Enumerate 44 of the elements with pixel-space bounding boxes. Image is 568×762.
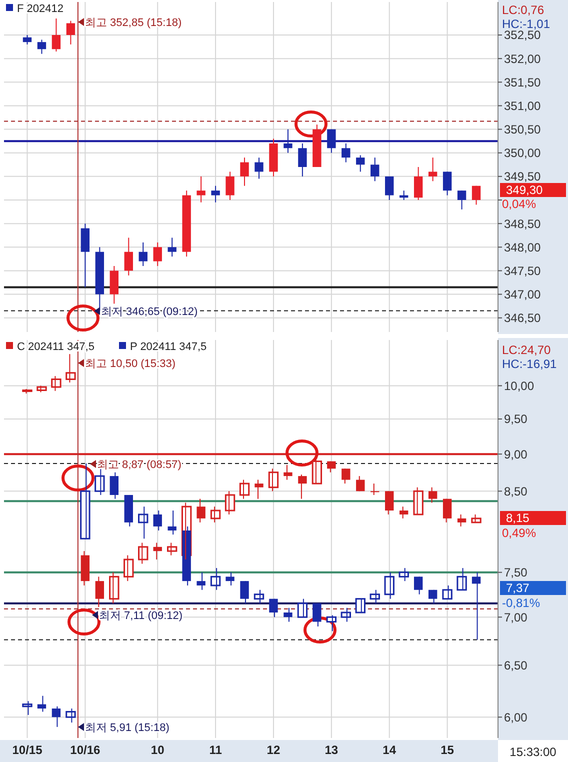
x-tick-label: 10/16 <box>70 743 101 757</box>
y-tick-label: 6,50 <box>504 658 528 672</box>
annotation: 최저 7,11 (09:12) <box>99 610 183 622</box>
text: 7,37 <box>506 581 530 596</box>
y-tick-label: 347,00 <box>504 287 542 302</box>
text: 8,15 <box>506 511 530 526</box>
x-tick-label: 13 <box>324 743 338 757</box>
annotation: 최고 10,50 (15:33) <box>85 358 176 370</box>
y-tick-label: 352,00 <box>504 52 542 66</box>
text: 0,04% <box>502 197 536 212</box>
annotation: 최고 352,85 (15:18) <box>85 16 182 29</box>
y-tick-label: 350,00 <box>504 146 542 160</box>
text: 0,49% <box>502 526 536 540</box>
x-tick-label: 12 <box>266 743 280 757</box>
text: LC:0,76 <box>502 3 544 18</box>
y-tick-label: 7,00 <box>504 610 528 624</box>
y-tick-label: 6,00 <box>504 710 528 724</box>
x-tick-label: 14 <box>382 743 396 757</box>
legend-label: F 202412 <box>17 3 64 15</box>
y-tick-label: 351,50 <box>504 75 542 90</box>
y-tick-label: 346,50 <box>504 311 542 326</box>
y-tick-label: 351,00 <box>504 98 542 113</box>
y-tick-label: 10,00 <box>504 378 534 393</box>
y-tick-label: 9,50 <box>504 412 528 426</box>
text: LC:24,70 <box>502 343 552 358</box>
y-tick-label: 350,50 <box>504 122 542 136</box>
x-tick-label: 11 <box>209 743 222 757</box>
y-tick-label: 7,50 <box>504 566 528 580</box>
text: HC:-16,91 <box>502 357 558 372</box>
annotation: 최저 5,91 (15:18) <box>85 722 170 734</box>
x-tick-label: 10 <box>150 743 165 757</box>
y-tick-label: 348,50 <box>504 216 542 231</box>
text: -0,81% <box>502 596 540 610</box>
annotation: 최고 8,87 (08:57) <box>97 458 182 471</box>
x-tick-label: 15 <box>440 743 454 757</box>
text: 349,30 <box>506 183 544 198</box>
text: 15:33:00 <box>510 745 557 760</box>
legend-label: P 202411 347,5 <box>130 341 207 353</box>
y-tick-label: 348,00 <box>504 240 542 254</box>
y-tick-label: 9,00 <box>504 447 528 462</box>
y-tick-label: 8,50 <box>504 484 528 498</box>
x-tick-label: 10/15 <box>12 743 43 757</box>
y-tick-label: 349,50 <box>504 170 542 184</box>
y-tick-label: 347,50 <box>504 264 542 278</box>
